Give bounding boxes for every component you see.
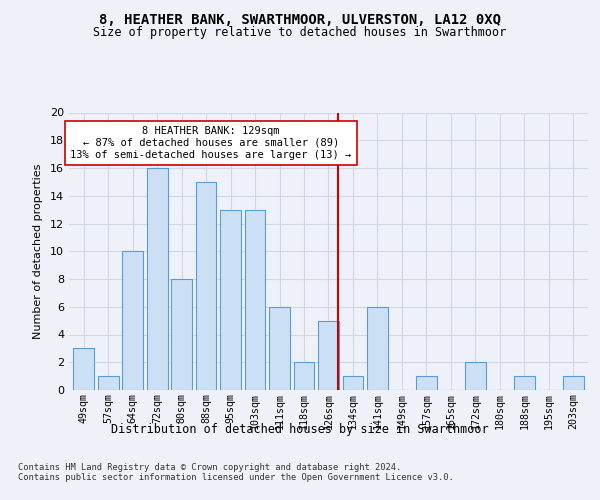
Text: 8 HEATHER BANK: 129sqm
← 87% of detached houses are smaller (89)
13% of semi-det: 8 HEATHER BANK: 129sqm ← 87% of detached… [70, 126, 352, 160]
Bar [293, 362, 314, 390]
Bar [147, 168, 167, 390]
Bar [343, 376, 364, 390]
Bar [220, 210, 241, 390]
Text: 8, HEATHER BANK, SWARTHMOOR, ULVERSTON, LA12 0XQ: 8, HEATHER BANK, SWARTHMOOR, ULVERSTON, … [99, 12, 501, 26]
Bar [465, 362, 486, 390]
Bar [367, 306, 388, 390]
Bar [122, 251, 143, 390]
Text: Distribution of detached houses by size in Swarthmoor: Distribution of detached houses by size … [111, 422, 489, 436]
Bar [269, 306, 290, 390]
Bar [416, 376, 437, 390]
Y-axis label: Number of detached properties: Number of detached properties [33, 164, 43, 339]
Bar [196, 182, 217, 390]
Text: Size of property relative to detached houses in Swarthmoor: Size of property relative to detached ho… [94, 26, 506, 39]
Bar [563, 376, 584, 390]
Bar [171, 279, 192, 390]
Bar [318, 320, 339, 390]
Bar [245, 210, 265, 390]
Bar [98, 376, 119, 390]
Text: Contains HM Land Registry data © Crown copyright and database right 2024.
Contai: Contains HM Land Registry data © Crown c… [18, 462, 454, 482]
Bar [73, 348, 94, 390]
Bar [514, 376, 535, 390]
